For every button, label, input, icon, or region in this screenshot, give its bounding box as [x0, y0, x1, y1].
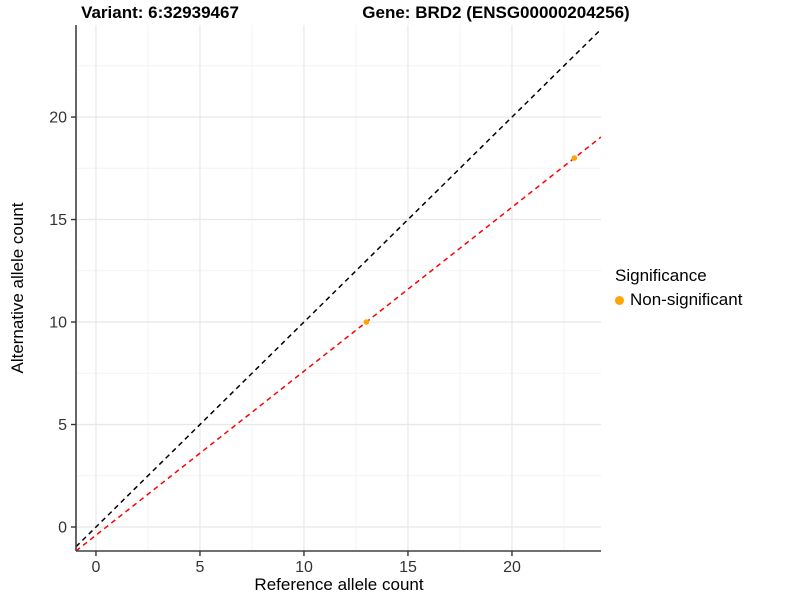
- x-tick-label: 5: [196, 559, 205, 576]
- variant-title: Variant: 6:32939467: [81, 3, 239, 22]
- y-axis-title: Alternative allele count: [8, 202, 27, 374]
- legend-item: Non-significant: [615, 290, 742, 310]
- legend-point-icon: [615, 295, 624, 305]
- y-tick-label: 20: [49, 110, 67, 127]
- identity-line: [76, 28, 601, 548]
- y-tick-label: 0: [58, 520, 67, 537]
- fit-line: [76, 136, 601, 551]
- x-tick-label: 10: [295, 559, 313, 576]
- line-group: [76, 28, 601, 551]
- legend-item-label: Non-significant: [630, 290, 743, 309]
- x-tick-label: 0: [92, 559, 101, 576]
- y-tick-label: 10: [49, 315, 67, 332]
- y-tick-label: 15: [49, 212, 67, 229]
- data-point: [363, 319, 370, 325]
- legend-title: Significance: [615, 266, 707, 285]
- x-tick-label: 20: [503, 559, 521, 576]
- gene-title: Gene: BRD2 (ENSG00000204256): [362, 3, 630, 22]
- x-axis-title: Reference allele count: [254, 575, 424, 594]
- y-tick-label: 5: [58, 417, 67, 434]
- x-tick-label: 15: [399, 559, 417, 576]
- data-point: [571, 155, 578, 161]
- legend: Significance Non-significant: [615, 266, 742, 310]
